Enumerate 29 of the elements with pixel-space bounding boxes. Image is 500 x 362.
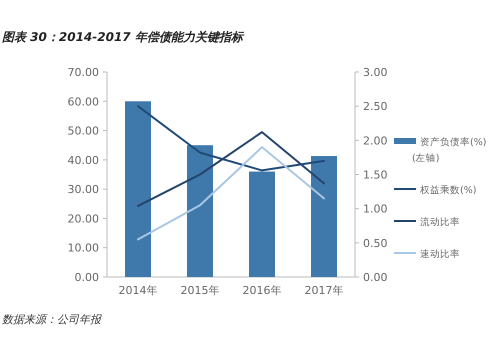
bar	[311, 156, 337, 277]
y-tick-label: 70.00	[68, 66, 99, 79]
y-tick-label: 40.00	[68, 154, 99, 167]
y-tick-label: 30.00	[68, 183, 99, 196]
y2-tick-label: 0.50	[363, 236, 388, 250]
y-tick-label: 10.00	[68, 242, 99, 255]
source-note: 数据来源：公司年报	[2, 313, 102, 326]
y2-tick-label: 2.50	[363, 100, 388, 114]
y-tick-label: 0.00	[74, 271, 99, 284]
x-tick-label: 2014年	[118, 284, 158, 297]
y-tick-label: 60.00	[68, 95, 99, 108]
x-tick-label: 2016年	[242, 284, 282, 297]
y2-tick-label: 3.00	[363, 66, 388, 79]
x-tick-label: 2015年	[180, 284, 220, 297]
y2-tick-label: 1.50	[363, 168, 388, 182]
chart-title: 图表 30：2014-2017 年偿债能力关键指标	[2, 30, 245, 44]
y2-tick-label: 2.00	[363, 134, 388, 148]
legend-label: 流动比率	[420, 216, 460, 228]
y2-tick-label: 1.00	[363, 202, 388, 216]
bar	[187, 145, 213, 277]
bar	[125, 101, 151, 277]
y-tick-label: 50.00	[68, 124, 99, 138]
x-tick-label: 2017年	[304, 284, 344, 297]
legend-label: 权益乘数(%)	[419, 184, 476, 196]
legend-label: 速动比率	[420, 248, 460, 260]
y2-tick-label: 0.00	[363, 271, 388, 284]
legend-label: 资产负债率(%) (左轴)	[412, 136, 486, 164]
bar	[249, 172, 275, 277]
y-tick-label: 20.00	[68, 212, 99, 226]
